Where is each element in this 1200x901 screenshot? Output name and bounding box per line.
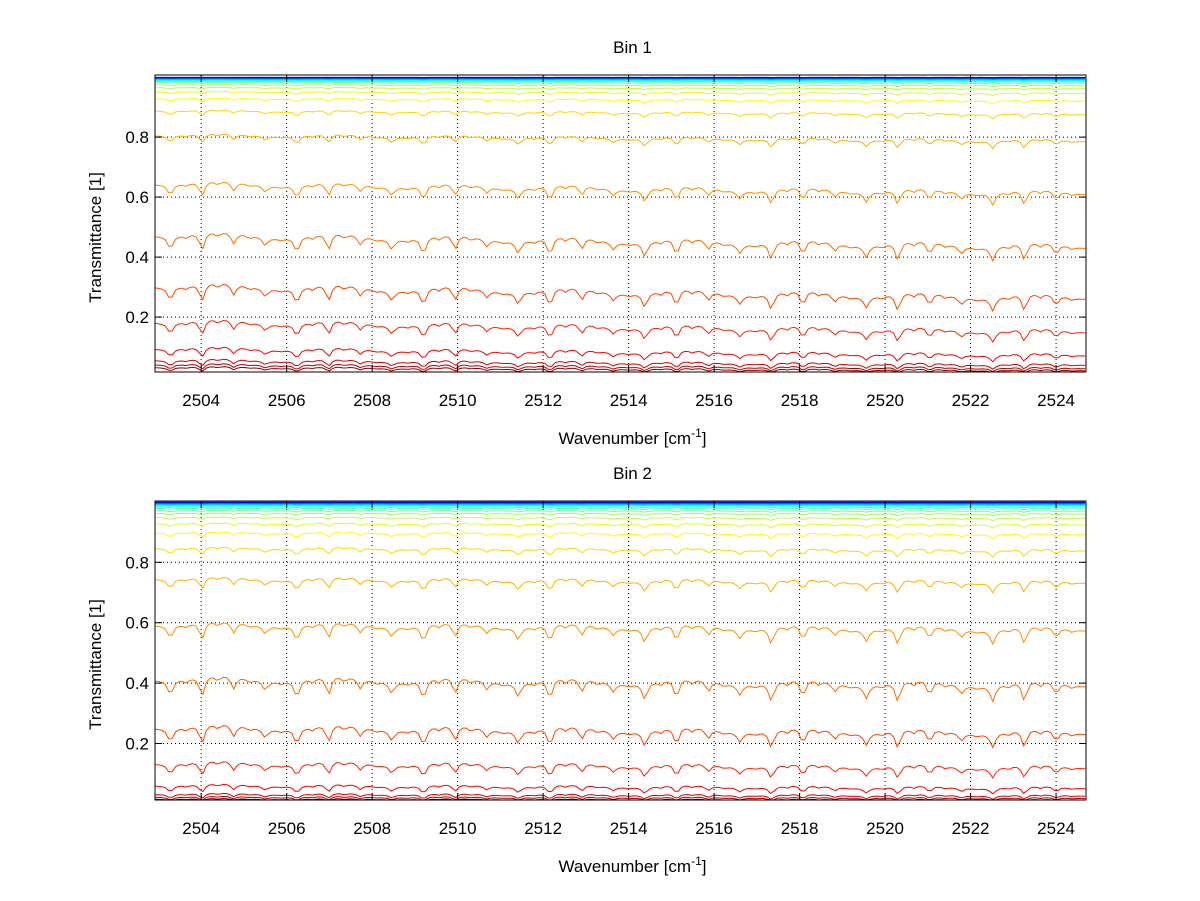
series-line-13: [155, 86, 1086, 91]
y-tick-label: 0.6: [125, 188, 149, 207]
series-line-6: [154, 283, 1086, 313]
x-tick-label: 2522: [952, 391, 990, 410]
series-line-10: [154, 546, 1086, 559]
y-tick-label: 0.6: [125, 614, 149, 633]
series-line-14: [155, 84, 1086, 88]
y-tick-label: 0.2: [125, 308, 149, 327]
series-line-15: [155, 509, 1086, 513]
series-line-2: [154, 795, 1086, 801]
x-tick-label: 2524: [1037, 391, 1075, 410]
series-line-16: [154, 80, 1086, 84]
y-tick-label: 0.4: [125, 248, 149, 267]
x-axis-label: Wavenumber [cm-1]: [559, 854, 707, 876]
y-tick-label: 0.8: [125, 128, 149, 147]
series-line-3: [154, 792, 1086, 800]
series-line-12: [154, 91, 1086, 97]
series-line-8: [154, 181, 1086, 207]
series-line-9: [154, 133, 1086, 150]
x-tick-label: 2520: [866, 819, 904, 838]
x-tick-label: 2508: [353, 391, 391, 410]
x-tick-label: 2504: [182, 819, 220, 838]
series-line-11: [154, 531, 1086, 540]
series-line-15: [155, 81, 1086, 85]
series-line-8: [154, 622, 1086, 646]
x-tick-label: 2510: [439, 391, 477, 410]
x-tick-label: 2514: [610, 819, 648, 838]
series-line-19: [155, 504, 1086, 506]
y-axis-label: Transmittance [1]: [86, 599, 105, 730]
x-tick-label: 2512: [524, 819, 562, 838]
series-line-1: [154, 366, 1086, 373]
x-tick-label: 2506: [268, 819, 306, 838]
series-line-20: [155, 503, 1086, 506]
series-line-4: [154, 783, 1086, 795]
x-tick-label: 2510: [439, 819, 477, 838]
x-tick-label: 2508: [353, 819, 391, 838]
series-line-3: [154, 358, 1086, 370]
x-tick-label: 2512: [524, 391, 562, 410]
chart-title: Bin 1: [613, 38, 652, 57]
series-line-5: [154, 761, 1086, 779]
series-line-11: [154, 97, 1086, 105]
series-line-12: [154, 522, 1086, 529]
x-tick-label: 2516: [695, 819, 733, 838]
series-line-17: [155, 506, 1086, 509]
x-tick-label: 2514: [610, 391, 648, 410]
series-line-13: [154, 516, 1086, 522]
y-tick-label: 0.8: [125, 553, 149, 572]
series-line-9: [154, 576, 1086, 594]
y-tick-label: 0.4: [125, 674, 149, 693]
series-line-14: [155, 512, 1086, 517]
series-line-10: [154, 109, 1086, 120]
series-line-18: [155, 79, 1086, 82]
series-line-7: [154, 676, 1086, 703]
x-tick-label: 2506: [268, 391, 306, 410]
x-tick-label: 2522: [952, 819, 990, 838]
series-line-16: [155, 507, 1086, 511]
x-tick-label: 2504: [182, 391, 220, 410]
series-line-5: [154, 319, 1086, 343]
series-line-6: [154, 725, 1086, 749]
y-axis-label: Transmittance [1]: [86, 172, 105, 303]
x-tick-label: 2518: [781, 819, 819, 838]
series-line-7: [154, 232, 1086, 263]
series-line-2: [154, 363, 1086, 373]
x-tick-label: 2518: [781, 391, 819, 410]
axes-box: [154, 74, 1087, 373]
x-tick-label: 2524: [1037, 819, 1075, 838]
series-line-4: [154, 346, 1086, 363]
y-tick-label: 0.2: [125, 735, 149, 754]
x-tick-label: 2516: [695, 391, 733, 410]
series-line-17: [155, 79, 1086, 82]
series-line-18: [155, 504, 1086, 507]
chart-title: Bin 2: [613, 464, 652, 483]
axes-bin-1: 2504 2506 2508 2510 2512 2514 2516 2518 2520 2522…: [86, 38, 1087, 448]
axes-box: [154, 500, 1087, 801]
x-axis-label: Wavenumber [cm-1]: [559, 426, 707, 448]
axes-bin-2: 2504 2506 2508 2510 2512 2514 2516 2518 2520 2522…: [86, 464, 1087, 876]
x-tick-label: 2520: [866, 391, 904, 410]
